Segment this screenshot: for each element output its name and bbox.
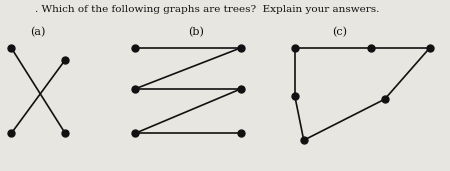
Text: (b): (b)	[188, 27, 204, 38]
Text: (a): (a)	[31, 27, 46, 38]
Text: (c): (c)	[332, 27, 347, 38]
Text: . Which of the following graphs are trees?  Explain your answers.: . Which of the following graphs are tree…	[35, 5, 379, 14]
